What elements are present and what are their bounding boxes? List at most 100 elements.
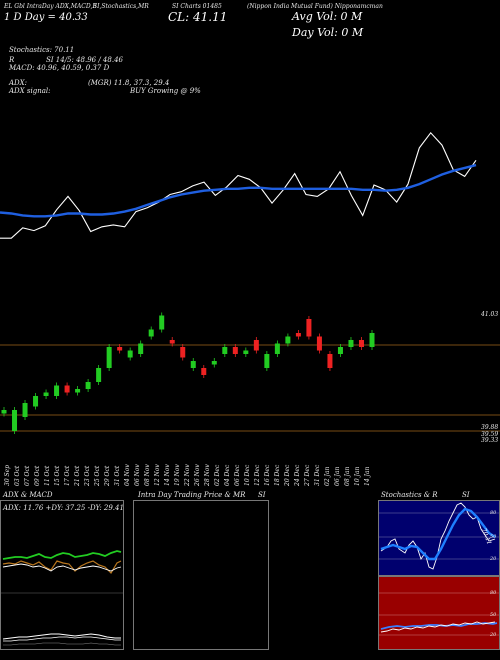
date-tick-label: 30 Sep [4, 464, 11, 486]
header-title-2: SI,Stochastics,MR [93, 3, 149, 10]
date-tick-label: 19 Nov [174, 464, 181, 486]
macd-histogram-line [3, 642, 121, 646]
header-title-3: SI Charts 01485 [172, 3, 222, 10]
avg-vol-label: Avg Vol: 0 M [292, 10, 363, 23]
candle-body [148, 329, 154, 337]
adx-values: ADX: 11.76 +DY: 37.25 -DY: 29.41 [3, 504, 124, 512]
close-label: CL: 41.11 [168, 10, 228, 24]
stoch-panel-title: Stochastics & R [381, 491, 438, 499]
date-tick-label: 10 Dec [244, 464, 251, 486]
candle-body [274, 343, 280, 354]
date-tick-label: 04 Dec [224, 464, 231, 486]
candle-body [232, 347, 238, 354]
candle-body [369, 333, 375, 347]
date-tick-label: 26 Nov [194, 464, 201, 486]
header-title-4: (Nippon India Mutual Fund) Nipponamcman [247, 3, 383, 10]
date-tick-label: 08 Nov [144, 464, 151, 486]
candle-body [54, 385, 60, 396]
day-vol-label: Day Vol: 0 M [292, 26, 364, 39]
adx-line [2, 563, 122, 572]
date-tick-label: 24 Dec [294, 464, 301, 486]
date-tick-label: 07 Oct [24, 465, 31, 486]
buy-label: BUY Growing @ 9% [130, 87, 201, 95]
level-label-2: 39.59 [481, 431, 499, 438]
candle-body [96, 368, 102, 382]
date-tick-label: 31 Dec [314, 464, 321, 486]
adx-label: ADX: [9, 79, 28, 87]
stoch-tick-20: 20 [490, 556, 497, 562]
date-tick-label: 09 Oct [34, 465, 41, 486]
candle-body [295, 333, 301, 337]
candle-body [75, 389, 81, 393]
candle-body [33, 396, 39, 407]
candle-body [243, 350, 249, 354]
candle-body [43, 392, 49, 396]
candle-body [159, 315, 165, 330]
adx-panel: ADX: 11.76 +DY: 37.25 -DY: 29.41 [0, 500, 124, 650]
candle-body [358, 340, 364, 347]
date-tick-label: 06 Dec [234, 464, 241, 486]
stochastic-panel: 70.11 80 50 20 [378, 500, 500, 576]
candlestick-chart [0, 312, 500, 434]
candle-body [306, 319, 312, 337]
date-tick-label: 04 Nov [124, 464, 131, 486]
date-tick-label: 02 Dec [214, 464, 221, 486]
date-tick-label: 18 Dec [274, 464, 281, 486]
date-tick-label: 10 Jan [354, 466, 361, 486]
main-line-chart [0, 131, 477, 239]
candle-body [190, 361, 196, 368]
candle-body [180, 347, 186, 358]
date-tick-label: 27 Dec [304, 464, 311, 486]
candle-body [253, 340, 259, 351]
stoch-label: Stochastics: 70.11 [9, 46, 75, 54]
intraday-panel [133, 500, 269, 650]
candle-body [201, 368, 207, 375]
stoch-tick-50: 50 [490, 534, 497, 540]
stochastic-line [0, 131, 477, 239]
stochastic-chart: 70.11 [379, 502, 499, 570]
rsi-tick-50: 50 [490, 612, 497, 618]
date-tick-label: 08 Jan [344, 466, 351, 486]
macd-signal-line [3, 636, 121, 642]
candle-body [211, 361, 217, 365]
stoch-d-line [380, 507, 496, 561]
date-tick-label: 23 Oct [84, 465, 91, 486]
candle-body [1, 410, 7, 414]
candle-body [64, 385, 70, 393]
adx-chart [1, 550, 123, 646]
candle-body [348, 340, 354, 347]
level-label-3: 39.33 [481, 437, 499, 444]
date-tick-label: 06 Jan [334, 466, 341, 486]
candle-body [316, 336, 322, 351]
candle-body [327, 354, 333, 368]
candle-body [106, 347, 112, 368]
date-tick-label: 16 Dec [264, 464, 271, 486]
rsi-tick-80: 80 [490, 590, 497, 596]
date-tick-label: 25 Oct [94, 465, 101, 486]
macd-label: MACD: 40.96, 40.59, 0.37 D [9, 64, 110, 72]
candle-body [22, 403, 28, 417]
day-label: 1 D Day = 40.33 [4, 12, 88, 23]
stoch-tick-80: 80 [490, 510, 497, 516]
intraday-si-label: SI [258, 491, 266, 499]
date-tick-label: 12 Nov [154, 464, 161, 486]
candle-body [222, 347, 228, 354]
macd-line [2, 633, 121, 640]
date-tick-label: 11 Oct [44, 465, 51, 486]
stoch-k-line [380, 502, 496, 570]
candle-body [264, 354, 270, 368]
plus-dy-line [2, 550, 122, 560]
candle-body [337, 347, 343, 354]
stoch-si-label: SI [462, 491, 470, 499]
date-tick-label: 20 Dec [284, 464, 291, 486]
rsi-chart [379, 592, 499, 636]
rsi-tick-20: 20 [490, 632, 497, 638]
date-tick-label: 29 Oct [104, 465, 111, 486]
date-tick-label: 28 Nov [204, 464, 211, 486]
minus-dy-line [2, 560, 122, 574]
adx-panel-title: ADX & MACD [3, 491, 53, 499]
candle-body [285, 336, 291, 344]
date-tick-label: 02 Jan [324, 466, 331, 486]
rsi-panel: 80 50 20 [378, 576, 500, 650]
date-tick-label: 06 Nov [134, 464, 141, 486]
